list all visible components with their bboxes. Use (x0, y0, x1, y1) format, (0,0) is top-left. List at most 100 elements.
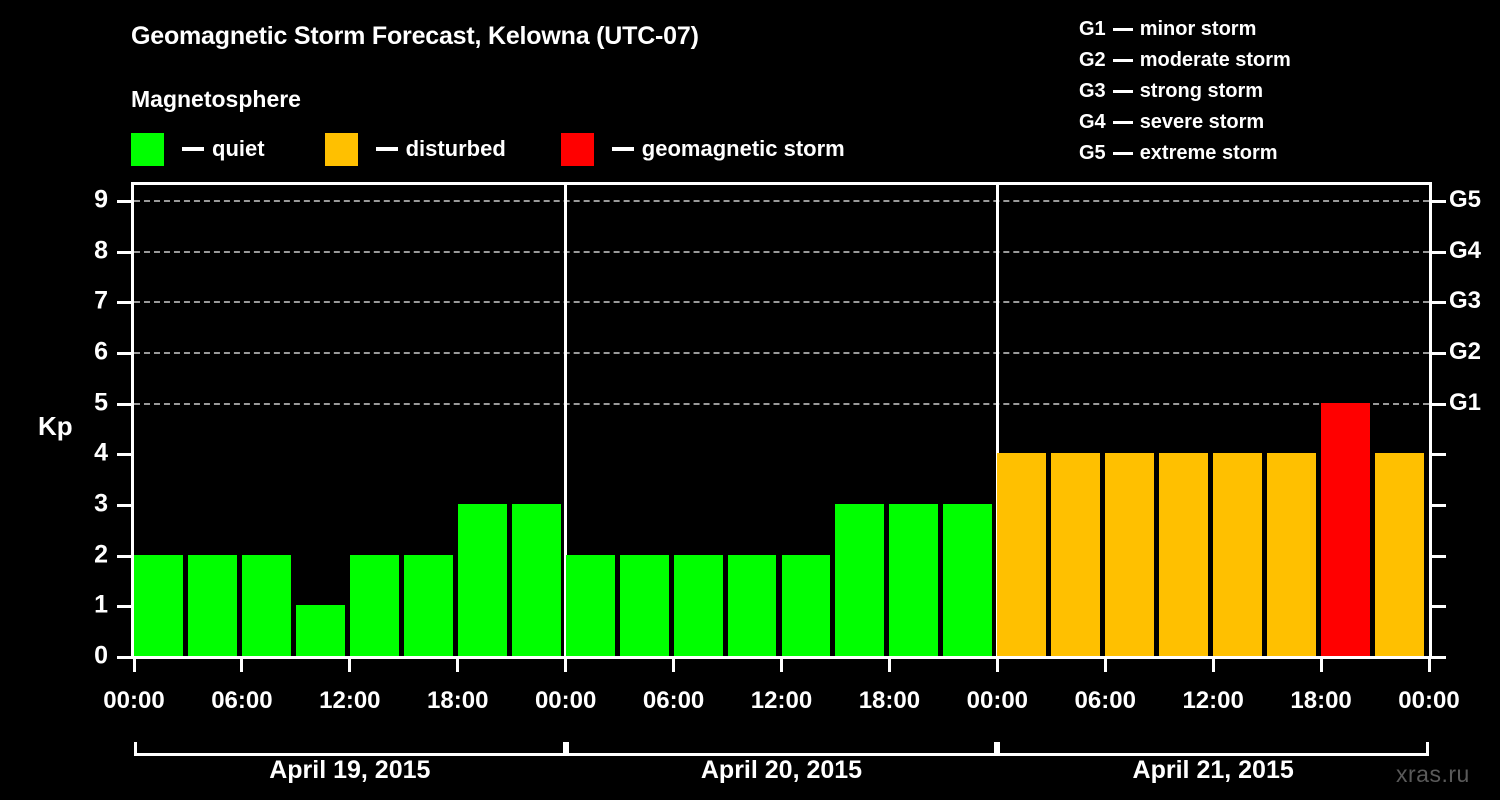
y-tick-mark (117, 200, 131, 203)
day-divider-2 (995, 185, 999, 656)
g-scale-text: extreme storm (1139, 142, 1278, 164)
plot-inner (134, 185, 1429, 656)
legend-dash-icon (375, 147, 398, 151)
x-tick-label: 00:00 (534, 687, 597, 714)
bar-kp (511, 504, 561, 656)
g-scale-text: minor storm (1139, 18, 1257, 40)
y-tick-mark (117, 301, 131, 305)
day-bracket (134, 742, 566, 756)
y-tick-label: 3 (94, 489, 108, 518)
gridline-kp-5 (134, 402, 1429, 405)
g-axis-label: G1 (1449, 388, 1482, 416)
g-tick-mark (1432, 402, 1446, 406)
day-label: April 19, 2015 (269, 756, 431, 784)
bar-kp (997, 453, 1047, 656)
bar-kp (943, 504, 993, 656)
bar-kp (1159, 453, 1209, 656)
bar-kp (1375, 453, 1424, 656)
watermark: xras.ru (1396, 761, 1470, 787)
y-tick-mark (117, 352, 131, 355)
g-scale-row-g3: G3 strong storm (1079, 76, 1291, 107)
x-tick-mark (456, 659, 460, 672)
bar-kp (781, 554, 831, 656)
y-tick-mark (117, 656, 131, 659)
bar-kp (134, 554, 183, 656)
x-tick-label: 06:00 (1074, 687, 1136, 714)
y-tick-label: 4 (94, 438, 108, 467)
legend-heading: Magnetosphere (131, 86, 301, 112)
legend-swatch-disturbed (324, 132, 358, 166)
g-axis-label: G3 (1449, 287, 1482, 315)
g-scale-code: G4 (1079, 111, 1106, 133)
y-tick-mark (117, 605, 131, 609)
x-tick-label: 18:00 (858, 687, 921, 714)
y-tick-mark (117, 402, 131, 406)
page-title: Geomagnetic Storm Forecast, Kelowna (UTC… (131, 22, 699, 50)
y-tick-mark (117, 453, 131, 457)
bar-kp (295, 605, 345, 656)
g-tick-mark (1432, 301, 1446, 305)
g-scale-code: G3 (1079, 80, 1106, 102)
legend-item-storm: geomagnetic storm (560, 132, 845, 166)
g-scale-text: severe storm (1139, 111, 1265, 133)
x-tick-mark (887, 659, 891, 672)
legend-label-quiet: quiet (212, 136, 265, 161)
x-tick-label: 12:00 (1182, 687, 1244, 714)
legend-label-disturbed: disturbed (405, 136, 506, 161)
day-bracket (565, 742, 998, 756)
x-tick-mark (564, 659, 568, 672)
y-tick-label: 7 (94, 286, 108, 315)
bar-kp (835, 504, 885, 656)
gridline-kp-9 (134, 200, 1429, 202)
legend-swatch-quiet (131, 132, 164, 166)
y-tick-mark (117, 250, 131, 254)
g-axis-label: G4 (1449, 236, 1482, 264)
x-tick-label: 00:00 (103, 687, 165, 714)
y-tick-label: 2 (94, 540, 108, 569)
g-tick-mark (1432, 504, 1446, 507)
bar-kp (619, 554, 669, 656)
x-tick-label: 00:00 (966, 687, 1029, 714)
x-tick-mark (672, 659, 676, 672)
x-tick-mark (1319, 659, 1323, 672)
bar-kp (349, 554, 399, 656)
bar-kp (673, 554, 723, 656)
g-scale-legend: G1 minor storm G2 moderate storm G3 strong st… (1079, 14, 1291, 169)
day-divider-1 (564, 185, 568, 656)
bar-kp (1051, 453, 1101, 656)
g-scale-code: G1 (1079, 18, 1106, 40)
g-tick-mark (1432, 656, 1446, 659)
plot-area (131, 182, 1432, 659)
g-scale-text: strong storm (1139, 80, 1264, 102)
g-axis-label: G2 (1449, 338, 1482, 365)
x-tick-label: 12:00 (750, 687, 813, 714)
y-tick-mark (117, 504, 131, 507)
x-tick-label: 06:00 (211, 687, 273, 714)
x-tick-mark (995, 659, 999, 672)
g-scale-dash-icon (1112, 90, 1133, 93)
g-scale-row-g4: G4 severe storm (1079, 107, 1291, 138)
legend-label-storm: geomagnetic storm (641, 136, 845, 161)
bar-kp (1213, 453, 1263, 656)
x-tick-mark (1211, 659, 1215, 672)
g-scale-row-g5: G5 extreme storm (1079, 138, 1291, 169)
day-bracket (997, 742, 1429, 756)
y-tick-label: 0 (94, 641, 108, 670)
x-tick-mark (348, 659, 352, 672)
legend-dash-icon (611, 147, 634, 151)
g-tick-mark (1432, 453, 1446, 457)
x-tick-mark (780, 659, 783, 672)
y-tick-mark (117, 554, 131, 558)
bar-kp (403, 554, 453, 656)
x-tick-mark (1427, 659, 1431, 672)
x-tick-label: 06:00 (642, 687, 705, 714)
day-label: April 20, 2015 (700, 756, 863, 784)
x-tick-mark (240, 659, 244, 672)
bar-kp (457, 504, 507, 656)
bar-kp (565, 554, 615, 656)
g-axis-label: G5 (1449, 186, 1482, 213)
g-scale-row-g2: G2 moderate storm (1079, 45, 1291, 76)
x-tick-label: 12:00 (319, 687, 381, 714)
bar-kp (1267, 453, 1317, 656)
x-tick-label: 00:00 (1398, 687, 1460, 714)
